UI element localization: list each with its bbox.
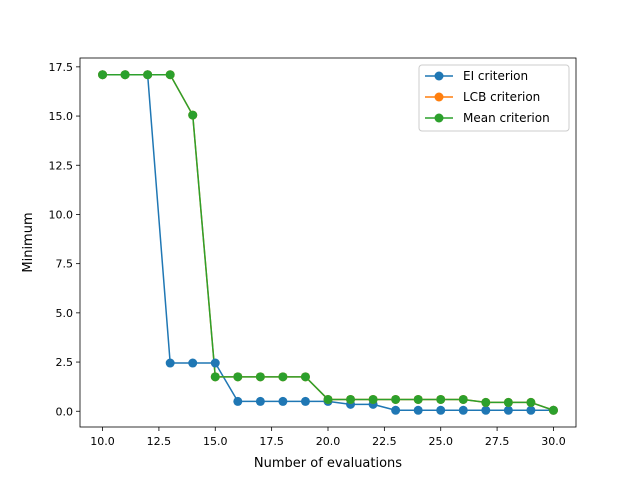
data-point xyxy=(526,397,536,407)
y-tick-label: 5.0 xyxy=(56,307,74,320)
data-point xyxy=(233,372,243,382)
data-point xyxy=(391,405,401,415)
legend-marker xyxy=(434,71,444,81)
data-point xyxy=(503,405,513,415)
legend: EI criterion LCB criterion Mean criterion xyxy=(418,64,570,132)
data-point xyxy=(188,358,198,368)
y-tick-label: 2.5 xyxy=(56,356,74,369)
data-point xyxy=(165,70,175,80)
data-point xyxy=(481,405,491,415)
data-point xyxy=(278,372,288,382)
data-point xyxy=(143,70,153,80)
x-tick-label: 25.0 xyxy=(428,435,453,448)
data-point xyxy=(548,405,558,415)
data-point xyxy=(481,397,491,407)
data-point xyxy=(503,397,513,407)
x-tick-label: 15.0 xyxy=(203,435,228,448)
legend-marker xyxy=(434,113,444,123)
data-point xyxy=(368,394,378,404)
data-point xyxy=(188,110,198,120)
data-point xyxy=(436,394,446,404)
x-axis-ticks: 10.0 12.5 15.0 17.5 20.0 22.5 25.0 27.5 30.0 xyxy=(90,427,566,448)
data-point xyxy=(346,394,356,404)
data-point xyxy=(255,396,265,406)
data-point xyxy=(391,394,401,404)
x-axis-label: Number of evaluations xyxy=(254,456,402,471)
data-point xyxy=(300,372,310,382)
data-point xyxy=(323,394,333,404)
data-point xyxy=(526,405,536,415)
x-tick-label: 30.0 xyxy=(541,435,566,448)
legend-label: LCB criterion xyxy=(463,90,540,104)
data-point xyxy=(436,405,446,415)
legend-marker xyxy=(434,92,444,102)
data-point xyxy=(255,372,265,382)
data-point xyxy=(300,396,310,406)
data-point xyxy=(120,70,130,80)
data-point xyxy=(413,394,423,404)
x-tick-label: 20.0 xyxy=(316,435,341,448)
data-point xyxy=(458,394,468,404)
y-tick-label: 15.0 xyxy=(49,110,74,123)
x-tick-label: 10.0 xyxy=(90,435,115,448)
y-tick-label: 17.5 xyxy=(49,61,74,74)
data-point xyxy=(165,358,175,368)
legend-label: Mean criterion xyxy=(463,111,550,125)
legend-label: EI criterion xyxy=(463,69,528,83)
x-tick-label: 27.5 xyxy=(485,435,510,448)
y-axis-label: Minimum xyxy=(21,212,36,272)
y-tick-label: 12.5 xyxy=(49,159,74,172)
x-tick-label: 17.5 xyxy=(259,435,284,448)
series-markers xyxy=(98,70,558,415)
x-tick-label: 12.5 xyxy=(147,435,172,448)
data-point xyxy=(233,396,243,406)
y-tick-label: 0.0 xyxy=(56,405,74,418)
data-point xyxy=(278,396,288,406)
legend-entries: EI criterion LCB criterion Mean criterion xyxy=(425,69,550,125)
data-point xyxy=(413,405,423,415)
data-point xyxy=(98,70,108,80)
legend-frame xyxy=(418,64,570,132)
y-tick-label: 10.0 xyxy=(49,208,74,221)
data-point xyxy=(210,358,220,368)
data-point xyxy=(210,372,220,382)
x-tick-label: 22.5 xyxy=(372,435,397,448)
y-axis-ticks: 0.0 2.5 5.0 7.5 10.0 12.5 15.0 17.5 xyxy=(49,61,80,418)
y-tick-label: 7.5 xyxy=(56,258,74,271)
data-point xyxy=(458,405,468,415)
